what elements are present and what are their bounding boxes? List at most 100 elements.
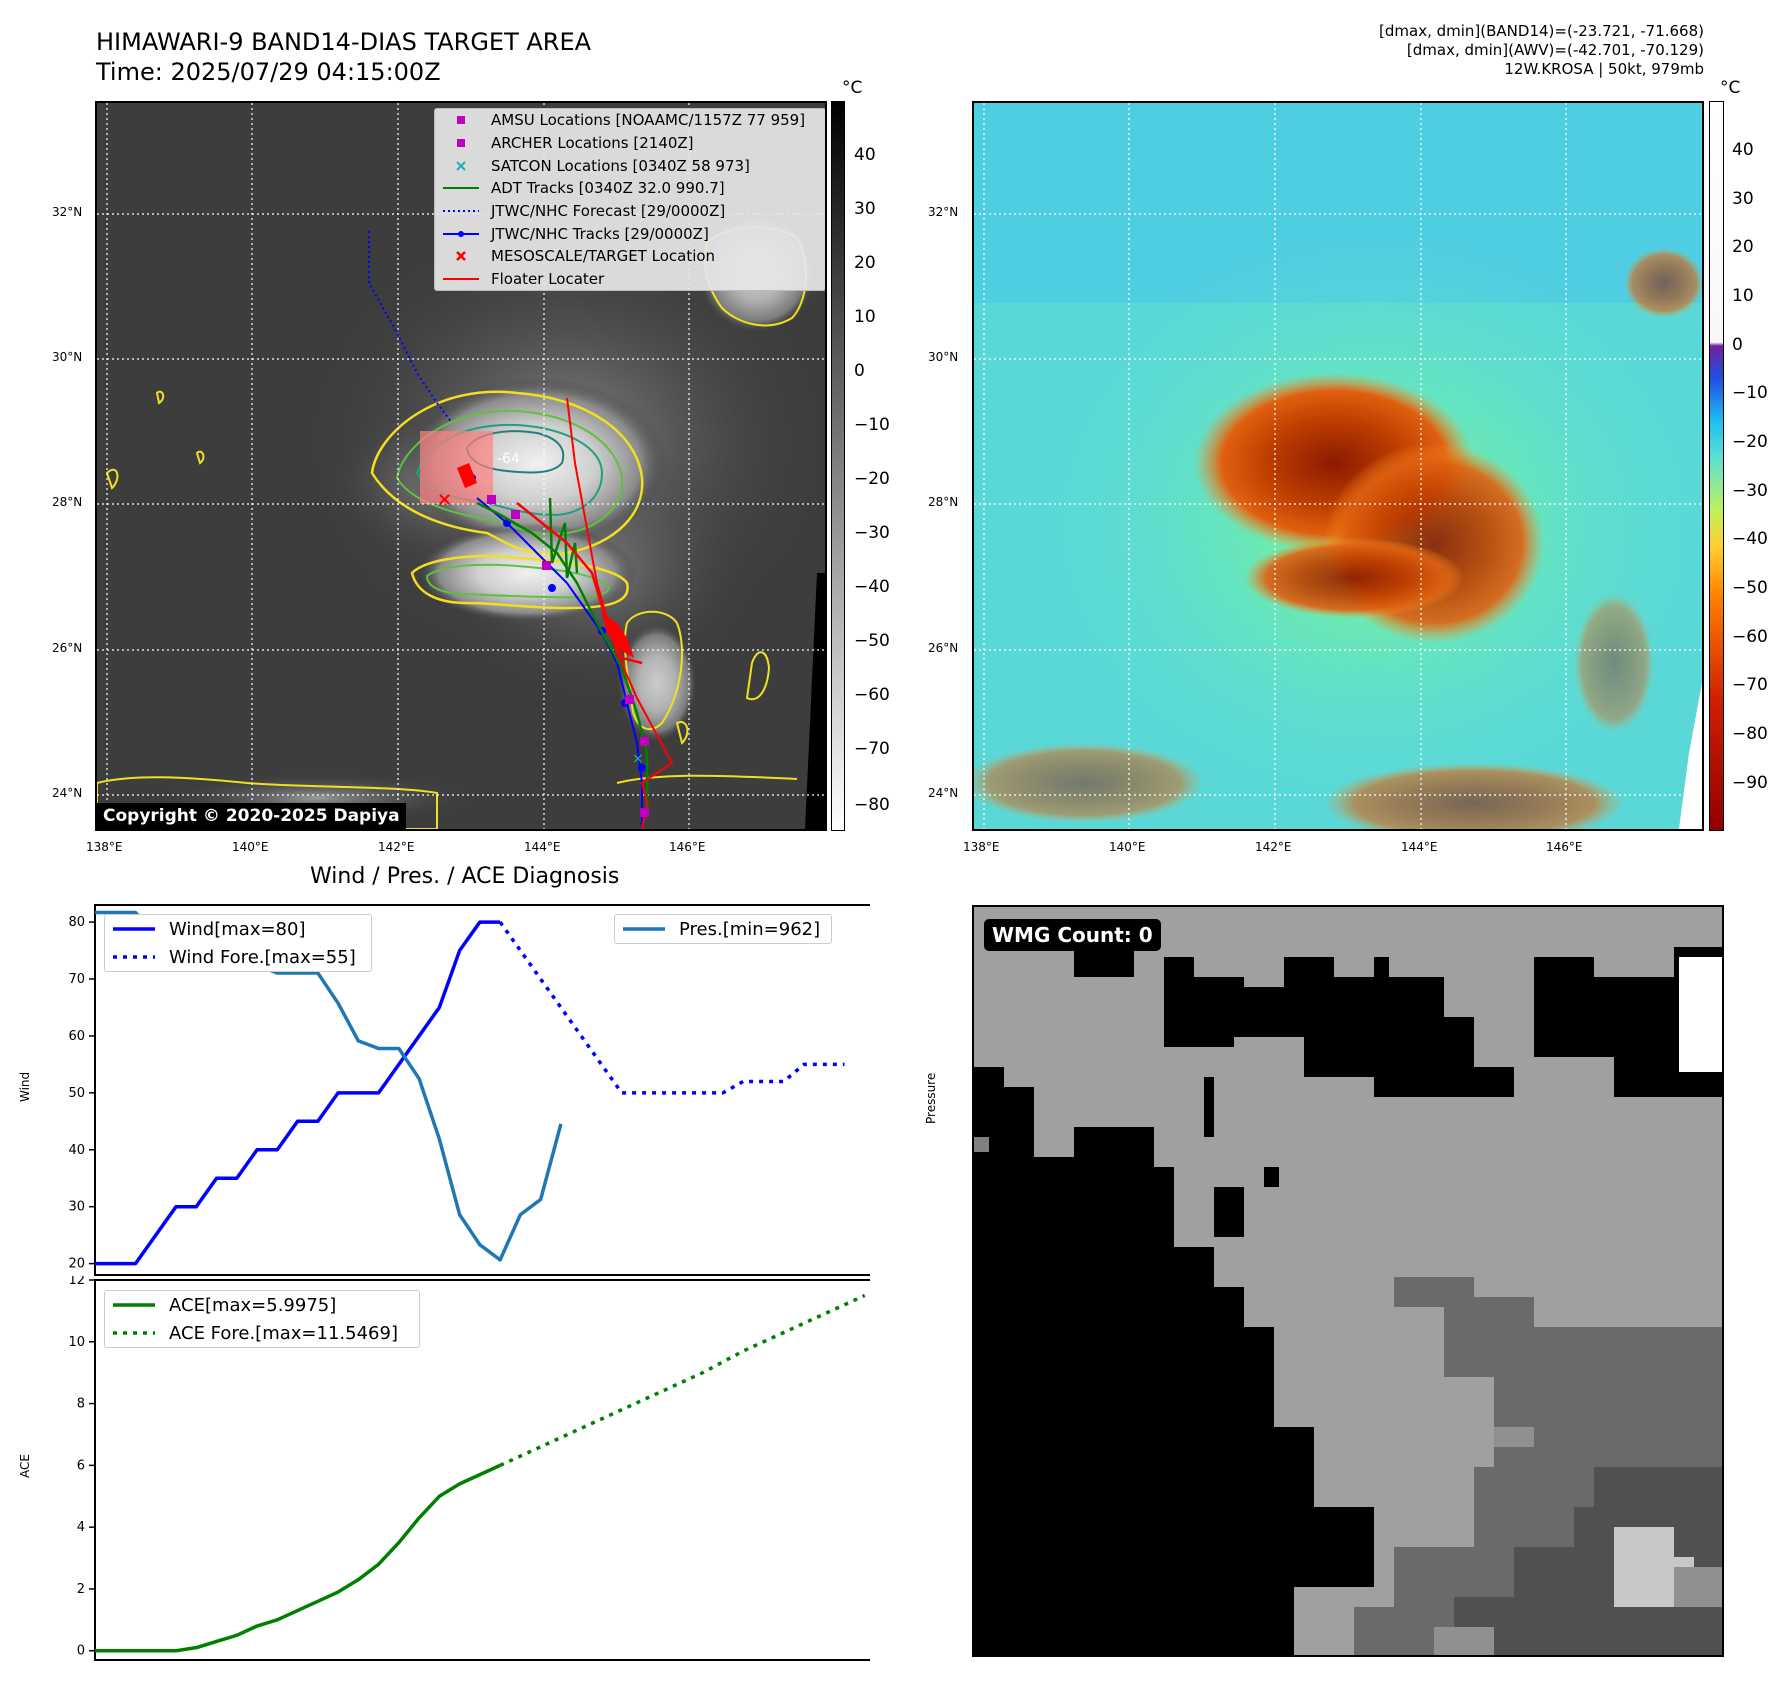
series-line-0 bbox=[95, 1463, 501, 1653]
legend-label: ACE[max=5.9975] bbox=[169, 1294, 337, 1316]
legend-label: Pres.[min=962] bbox=[679, 918, 821, 940]
colorbar-tick: −30 bbox=[854, 523, 890, 543]
lat-tick: 26°N bbox=[52, 641, 83, 655]
adt-track bbox=[476, 501, 649, 808]
ace-axis-label: ACE bbox=[18, 1454, 32, 1478]
info-band14: [dmax, dmin](BAND14)=(-23.721, -71.668) bbox=[1379, 22, 1704, 40]
square-icon bbox=[457, 116, 465, 125]
awv-gridlines bbox=[974, 103, 1702, 829]
map-legend: AMSU Locations [NOAAMC/1157Z 77 959] ARC… bbox=[434, 108, 825, 291]
y-tick-label: 12 bbox=[68, 1276, 85, 1288]
lon-tick: 146°E bbox=[1546, 840, 1583, 854]
wind-axis-label: Wind bbox=[18, 1071, 32, 1102]
colorbar-tick: −80 bbox=[1732, 724, 1768, 744]
target-area-box bbox=[420, 431, 493, 504]
satcon-marker: × bbox=[632, 751, 644, 767]
colorbar-unit: °C bbox=[842, 78, 863, 98]
colorbar-tick: −10 bbox=[1732, 383, 1768, 403]
amsu-archer-markers bbox=[487, 495, 649, 817]
legend-entry-jtwc-forecast: JTWC/NHC Forecast [29/0000Z] bbox=[435, 200, 825, 223]
lon-tick: 146°E bbox=[669, 840, 706, 854]
legend-label: MESOSCALE/TARGET Location bbox=[491, 247, 716, 266]
legend-label: AMSU Locations [NOAAMC/1157Z 77 959] bbox=[491, 111, 806, 130]
wmg-panel: WMG Count: 0 bbox=[972, 905, 1724, 1657]
colorbar-tick: −80 bbox=[854, 795, 890, 815]
lat-tick: 26°N bbox=[928, 641, 959, 655]
info-storm: 12W.KROSA | 50kt, 979mb bbox=[1504, 60, 1704, 78]
legend-label: ARCHER Locations [2140Z] bbox=[491, 134, 694, 153]
lat-tick: 24°N bbox=[928, 786, 959, 800]
legend-entry-archer: ARCHER Locations [2140Z] bbox=[435, 132, 825, 155]
legend-label: JTWC/NHC Tracks [29/0000Z] bbox=[491, 224, 709, 243]
colorbar-tick: −40 bbox=[854, 577, 890, 597]
lat-tick: 30°N bbox=[928, 350, 959, 364]
info-awv: [dmax, dmin](AWV)=(-42.701, -70.129) bbox=[1406, 41, 1704, 59]
awv-imagery bbox=[974, 103, 1702, 829]
colorbar-tick: −40 bbox=[1732, 529, 1768, 549]
colorbar-tick: 20 bbox=[854, 253, 876, 273]
colorbar-tick: 20 bbox=[1732, 237, 1754, 257]
awv-colorbar bbox=[1709, 101, 1724, 831]
y-tick-label: 4 bbox=[77, 1520, 85, 1535]
colorbar-tick: 10 bbox=[854, 307, 876, 327]
lat-tick: 32°N bbox=[928, 205, 959, 219]
pressure-axis-label: Pressure bbox=[924, 1072, 938, 1124]
cross-icon bbox=[456, 161, 466, 171]
series-line-1 bbox=[498, 921, 845, 1095]
legend-entry-target: MESOSCALE/TARGET Location bbox=[435, 245, 825, 268]
colorbar-tick: 0 bbox=[854, 361, 865, 381]
adt-track-2 bbox=[548, 497, 579, 579]
band14-map: -64 bbox=[95, 101, 827, 831]
legend-entry-adt: ADT Tracks [0340Z 32.0 990.7] bbox=[435, 177, 825, 200]
y-tick-label: 50 bbox=[68, 1086, 85, 1101]
legend-label: JTWC/NHC Forecast [29/0000Z] bbox=[491, 202, 726, 221]
info-block: [dmax, dmin](BAND14)=(-23.721, -71.668) … bbox=[1379, 22, 1704, 79]
x-mark-icon bbox=[456, 251, 466, 262]
colorbar-tick: −20 bbox=[1732, 432, 1768, 452]
lat-tick: 24°N bbox=[52, 786, 83, 800]
colorbar-tick: 30 bbox=[854, 199, 876, 219]
wind-legend: Wind[max=80] Wind Fore.[max=55] bbox=[104, 914, 372, 972]
y-tick-label: 40 bbox=[68, 1143, 85, 1158]
floater-track-2 bbox=[516, 502, 643, 665]
copyright-label: Copyright © 2020-2025 Dapiya bbox=[97, 803, 406, 829]
dotted-line-icon bbox=[443, 210, 479, 213]
colorbar-tick: −70 bbox=[854, 739, 890, 759]
legend-entry-ace: ACE[max=5.9975] bbox=[105, 1291, 419, 1319]
jtwc-forecast-track bbox=[368, 231, 453, 424]
line-icon bbox=[113, 1303, 155, 1307]
legend-entry-pressure: Pres.[min=962] bbox=[615, 915, 831, 943]
colorbar-tick: −50 bbox=[1732, 578, 1768, 598]
line-dot-icon bbox=[443, 230, 479, 237]
ace-legend: ACE[max=5.9975] ACE Fore.[max=11.5469] bbox=[104, 1290, 420, 1348]
figure-time: Time: 2025/07/29 04:15:00Z bbox=[96, 58, 441, 86]
series-line-0 bbox=[95, 920, 501, 1266]
colorbar-unit: °C bbox=[1720, 78, 1741, 98]
y-tick-label: 60 bbox=[68, 1029, 85, 1044]
lon-tick: 140°E bbox=[232, 840, 269, 854]
colorbar-tick: −30 bbox=[1732, 481, 1768, 501]
awv-map bbox=[972, 101, 1704, 831]
colorbar-tick: −60 bbox=[1732, 627, 1768, 647]
y-tick-label: 80 bbox=[68, 915, 85, 930]
colorbar-tick: −60 bbox=[854, 685, 890, 705]
legend-entry-ace-forecast: ACE Fore.[max=11.5469] bbox=[105, 1319, 419, 1347]
colorbar-tick: 10 bbox=[1732, 286, 1754, 306]
y-tick-label: 10 bbox=[68, 1335, 85, 1350]
y-tick-label: 70 bbox=[68, 972, 85, 987]
plot-frame bbox=[94, 1279, 870, 1661]
colorbar-tick: −20 bbox=[854, 469, 890, 489]
colorbar-tick: 30 bbox=[1732, 189, 1754, 209]
legend-label: ACE Fore.[max=11.5469] bbox=[169, 1322, 398, 1344]
dotted-line-icon bbox=[113, 955, 155, 959]
lon-tick: 142°E bbox=[378, 840, 415, 854]
legend-label: Wind[max=80] bbox=[169, 918, 306, 940]
lon-tick: 142°E bbox=[1255, 840, 1292, 854]
contour-label: -64 bbox=[497, 451, 520, 467]
y-tick-label: 8 bbox=[77, 1397, 85, 1412]
plot-frame bbox=[94, 904, 870, 1276]
legend-entry-wind: Wind[max=80] bbox=[105, 915, 371, 943]
wmg-count-badge: WMG Count: 0 bbox=[984, 919, 1161, 951]
dotted-line-icon bbox=[113, 1331, 155, 1335]
line-icon bbox=[623, 927, 665, 931]
